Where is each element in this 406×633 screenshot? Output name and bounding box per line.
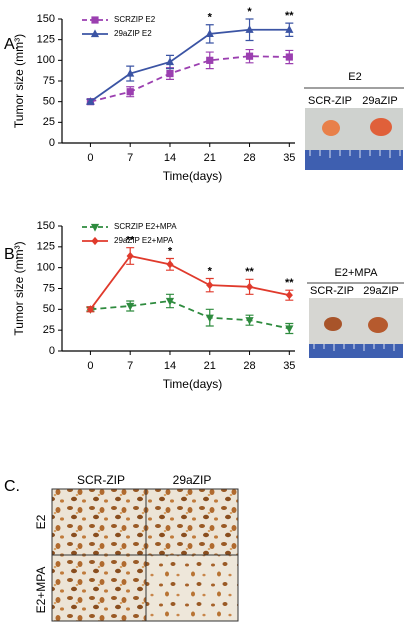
significance: ** <box>126 235 135 247</box>
y-tick-label: 100 <box>37 262 55 274</box>
y-tick-label: 0 <box>49 345 55 357</box>
x-tick-label: 35 <box>283 152 295 164</box>
photo-column: SCR-ZIP <box>310 285 354 297</box>
marker <box>285 53 293 61</box>
y-tick-label: 150 <box>37 13 55 25</box>
y-tick-label: 125 <box>37 241 55 253</box>
significance: ** <box>285 277 294 289</box>
x-tick-label: 7 <box>127 360 133 372</box>
legend-marker <box>91 236 99 246</box>
marker <box>86 97 95 105</box>
legend-marker <box>91 16 99 24</box>
panel-label: A. <box>4 36 19 53</box>
y-tick-label: 50 <box>43 96 55 108</box>
legend-marker <box>90 29 100 38</box>
marker <box>166 260 174 269</box>
x-axis-label: Time(days) <box>163 377 223 391</box>
tumor-photo: E2 SCR-ZIP 29aZIP <box>304 71 404 170</box>
legend-label: 29aZIP E2+MPA <box>114 236 174 245</box>
y-axis-label: Tumor size (mm³) <box>12 241 26 335</box>
marker <box>205 314 214 323</box>
series-line <box>90 300 290 330</box>
series-line <box>90 55 290 103</box>
marker <box>165 57 175 66</box>
significance: ** <box>285 10 294 22</box>
x-tick-label: 7 <box>127 152 133 164</box>
panel-label: C. <box>4 478 20 495</box>
marker <box>126 88 134 96</box>
marker <box>285 291 293 300</box>
marker <box>245 282 254 291</box>
y-tick-label: 100 <box>37 54 55 66</box>
marker <box>245 52 254 60</box>
significance: * <box>208 265 213 277</box>
marker <box>86 305 95 314</box>
staining-row: E2 <box>34 514 48 529</box>
significance: * <box>168 245 173 257</box>
marker <box>126 302 135 311</box>
marker <box>166 69 174 78</box>
staining-column: SCR-ZIP <box>77 473 125 487</box>
x-tick-label: 0 <box>87 360 93 372</box>
legend-label: SCRZIP E2+MPA <box>114 222 177 231</box>
marker <box>245 317 254 325</box>
marker <box>165 297 175 306</box>
series-line <box>89 255 290 310</box>
photo-column: 29aZIP <box>363 285 398 297</box>
marker <box>126 251 134 261</box>
marker <box>206 56 214 64</box>
photo-title: E2+MPA <box>335 267 379 279</box>
marker <box>205 29 214 37</box>
staining-row: E2+MPA <box>34 567 48 614</box>
significance: * <box>208 12 213 24</box>
photo-column: 29aZIP <box>362 95 397 107</box>
marker <box>285 325 294 334</box>
significance: * <box>247 6 252 18</box>
significance: ** <box>245 266 254 278</box>
photo-column: SCR-ZIP <box>308 95 352 107</box>
x-tick-label: 35 <box>283 360 295 372</box>
legend-marker <box>90 223 100 232</box>
x-tick-label: 28 <box>243 152 255 164</box>
tumor-photo: E2+MPA SCR-ZIP 29aZIP <box>307 267 404 358</box>
staining-column: 29aZIP <box>173 473 212 487</box>
x-tick-label: 14 <box>164 152 176 164</box>
series-line <box>89 28 290 103</box>
y-tick-label: 150 <box>37 220 55 232</box>
staining-grid: SCR-ZIP 29aZIP E2 E2+MPA <box>34 473 239 622</box>
y-tick-label: 25 <box>43 116 55 128</box>
marker <box>285 25 294 33</box>
y-tick-label: 75 <box>43 282 55 294</box>
y-axis-label: Tumor size (mm³) <box>12 34 26 128</box>
x-tick-label: 14 <box>164 360 176 372</box>
x-tick-label: 21 <box>204 360 216 372</box>
legend-label: 29aZIP E2 <box>114 29 152 38</box>
x-tick-label: 28 <box>243 360 255 372</box>
x-tick-label: 21 <box>204 152 216 164</box>
legend-label: SCRZIP E2 <box>114 15 156 24</box>
x-tick-label: 0 <box>87 152 93 164</box>
marker <box>245 25 254 33</box>
x-axis-label: Time(days) <box>163 169 223 183</box>
photo-title: E2 <box>348 71 361 83</box>
y-tick-label: 50 <box>43 303 55 315</box>
y-tick-label: 75 <box>43 75 55 87</box>
y-tick-label: 0 <box>49 137 55 149</box>
marker <box>126 68 135 77</box>
y-tick-label: 25 <box>43 324 55 336</box>
y-tick-label: 125 <box>37 34 55 46</box>
panel-label: B. <box>4 246 19 263</box>
marker <box>206 281 214 290</box>
